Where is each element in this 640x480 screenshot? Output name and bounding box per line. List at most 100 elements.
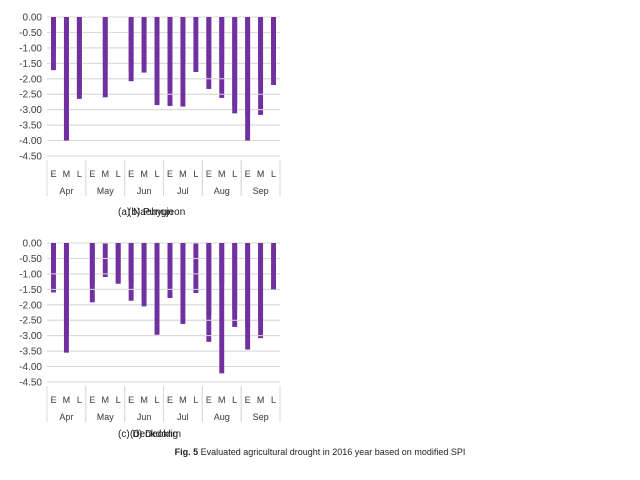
- chart-caption: (d) Deoklim: [130, 429, 182, 440]
- chart-deoklim: 0.00 -0.50 -1.00 -1.50 -2.00 -2.50 -3.00 -3.50 -…: [0, 226, 318, 446]
- y-tick-label: -1.50: [19, 285, 42, 296]
- x-sub-label: E: [167, 169, 173, 179]
- y-tick-label: -3.00: [19, 331, 42, 342]
- x-sub-label: M: [257, 395, 265, 405]
- x-sub-label: L: [232, 169, 237, 179]
- x-month-label: Jul: [177, 186, 189, 196]
- y-tick-label: -4.50: [19, 378, 42, 389]
- bar-may-l: [115, 243, 121, 283]
- x-sub-label: L: [116, 395, 121, 405]
- bar-jul-l: [193, 17, 199, 72]
- x-sub-label: L: [271, 395, 276, 405]
- y-tick-label: -3.00: [19, 105, 42, 116]
- y-tick-label: -3.50: [19, 347, 42, 358]
- y-tick-label: 0.00: [23, 13, 43, 24]
- x-sub-label: E: [167, 395, 173, 405]
- bar-may-m: [102, 17, 108, 98]
- x-sub-label: L: [232, 395, 237, 405]
- x-month-label: Jun: [137, 186, 152, 196]
- x-sub-label: L: [116, 169, 121, 179]
- x-sub-label: E: [50, 169, 56, 179]
- y-tick-label: -4.50: [19, 378, 42, 389]
- y-tick-label: -2.00: [19, 74, 42, 85]
- y-tick-label: -1.00: [19, 269, 42, 280]
- y-tick-label: 0.00: [23, 13, 43, 24]
- x-month-label: Apr: [59, 412, 73, 422]
- bar-sep-l: [271, 17, 276, 85]
- chart-caption: (b) Pungjeon: [128, 207, 186, 218]
- x-sub-label: M: [63, 169, 71, 179]
- x-month-label: Sep: [253, 186, 269, 196]
- x-month-label: May: [97, 412, 115, 422]
- bar-sep-e: [245, 17, 251, 141]
- y-tick-label: -2.50: [19, 90, 42, 101]
- x-sub-label: E: [245, 169, 251, 179]
- x-sub-label: M: [257, 169, 265, 179]
- x-sub-label: M: [257, 169, 265, 179]
- bar-apr-m: [63, 243, 69, 353]
- x-sub-label: E: [50, 395, 56, 405]
- x-month-label: Sep: [253, 412, 269, 422]
- x-month-label: Apr: [59, 186, 73, 196]
- x-sub-label: L: [116, 169, 121, 179]
- bar-apr-e: [51, 17, 56, 71]
- x-sub-label: M: [102, 169, 110, 179]
- x-sub-label: L: [193, 395, 198, 405]
- bar-apr-e: [51, 243, 56, 271]
- x-sub-label: L: [155, 169, 160, 179]
- y-tick-label: -4.50: [19, 152, 42, 163]
- bar-apr-l: [76, 17, 82, 99]
- x-sub-label: E: [245, 395, 251, 405]
- x-month-label: Aug: [214, 412, 230, 422]
- x-month-label: Apr: [59, 186, 73, 196]
- bar-sep-l: [271, 243, 276, 290]
- x-sub-label: L: [77, 395, 82, 405]
- bar-jul-m: [180, 243, 186, 324]
- y-tick-label: -1.00: [19, 43, 42, 54]
- x-sub-label: L: [271, 169, 276, 179]
- bar-aug-m: [219, 17, 225, 65]
- x-sub-label: M: [140, 169, 148, 179]
- bar-may-m: [102, 243, 108, 277]
- x-sub-label: L: [77, 169, 82, 179]
- x-month-label: May: [97, 186, 115, 196]
- x-sub-label: E: [206, 395, 212, 405]
- bar-jul-m: [180, 17, 186, 107]
- x-sub-label: L: [193, 395, 198, 405]
- x-sub-label: E: [89, 395, 95, 405]
- x-sub-label: M: [218, 169, 226, 179]
- y-tick-label: -4.00: [19, 136, 42, 147]
- y-tick-label: -2.00: [19, 300, 42, 311]
- bar-aug-e: [206, 243, 212, 315]
- x-sub-label: M: [140, 169, 148, 179]
- x-sub-label: L: [77, 169, 82, 179]
- x-month-label: Jun: [137, 412, 152, 422]
- x-month-label: Jul: [177, 412, 189, 422]
- x-sub-label: E: [89, 395, 95, 405]
- x-sub-label: M: [179, 395, 187, 405]
- x-sub-label: E: [167, 169, 173, 179]
- bar-jun-e: [128, 243, 134, 282]
- bar-apr-m: [63, 17, 69, 141]
- x-sub-label: M: [179, 169, 187, 179]
- y-tick-label: -4.00: [19, 362, 42, 373]
- x-sub-label: M: [102, 169, 110, 179]
- bar-jun-l: [154, 243, 160, 335]
- x-sub-label: E: [50, 169, 56, 179]
- x-sub-label: E: [206, 169, 212, 179]
- bar-sep-m: [258, 17, 264, 81]
- x-sub-label: L: [155, 395, 160, 405]
- y-tick-label: -2.50: [19, 90, 42, 101]
- x-month-label: May: [97, 186, 115, 196]
- x-sub-label: M: [102, 395, 110, 405]
- bar-jul-l: [193, 243, 199, 294]
- x-sub-label: L: [155, 395, 160, 405]
- x-sub-label: M: [218, 169, 226, 179]
- y-tick-label: 0.00: [23, 239, 43, 250]
- x-sub-label: L: [155, 169, 160, 179]
- x-sub-label: M: [140, 395, 148, 405]
- y-tick-label: -3.50: [19, 121, 42, 132]
- bar-aug-e: [206, 17, 212, 77]
- x-sub-label: E: [89, 169, 95, 179]
- y-tick-label: -4.00: [19, 362, 42, 373]
